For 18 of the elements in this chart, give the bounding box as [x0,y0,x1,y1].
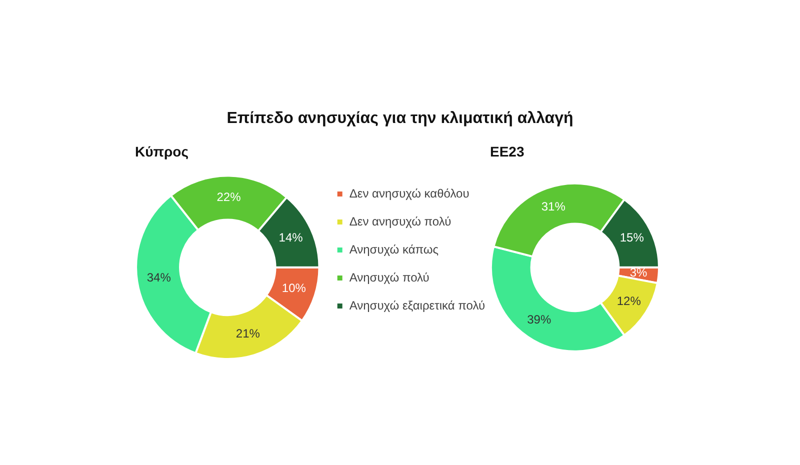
data-label: 3% [630,266,648,280]
data-label: 14% [278,230,304,244]
data-label: 12% [616,294,642,308]
legend-label: Δεν ανησυχώ καθόλου [349,186,470,200]
legend-label: Ανησυχώ κάπως [349,242,439,256]
legend-label: Ανησυχώ πολύ [349,270,430,284]
legend-label: Ανησυχώ εξαιρετικά πολύ [349,298,486,312]
data-label: 31% [541,200,566,214]
data-label: 34% [146,270,172,284]
chart-subtitle: ΕΕ23 [490,143,524,160]
chart-title: Επίπεδο ανησυχίας για την κλιματική αλλαγή [226,110,574,128]
chart-subtitle: Κύπρος [135,143,188,160]
data-label: 10% [282,281,306,296]
legend-label: Δεν ανησυχώ πολύ [349,214,452,228]
data-label: 22% [216,190,242,204]
data-label: 21% [236,326,260,340]
data-label: 39% [527,312,552,327]
data-label: 15% [620,230,644,245]
